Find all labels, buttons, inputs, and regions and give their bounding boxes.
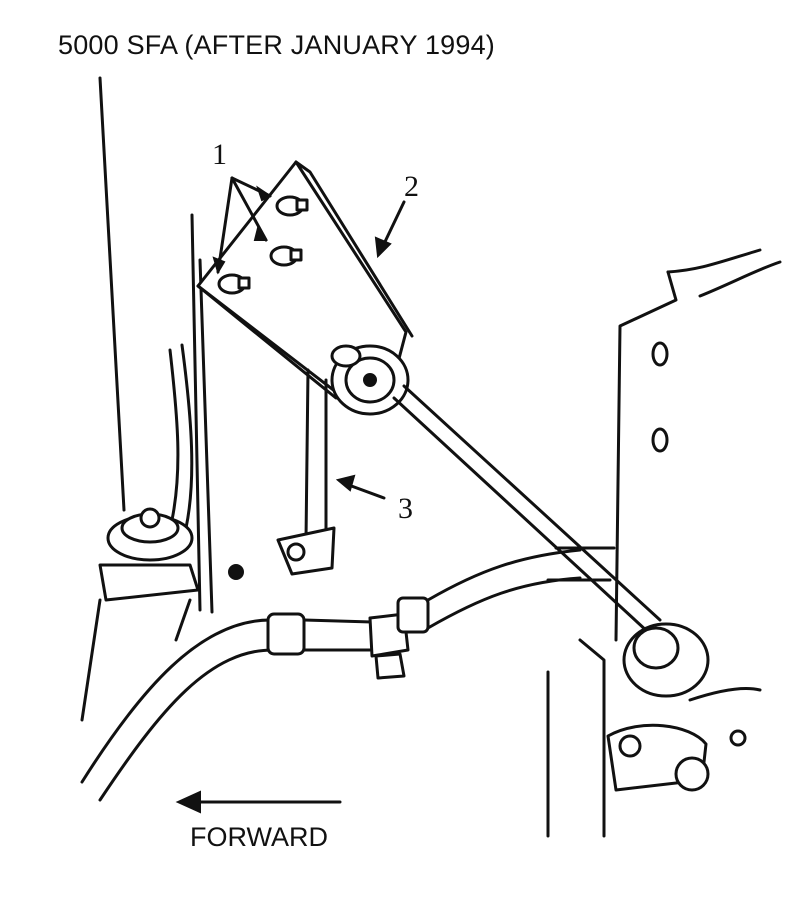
callout-2-arrow bbox=[374, 200, 406, 259]
bolts bbox=[212, 176, 309, 295]
right-frame bbox=[546, 248, 782, 838]
support-column bbox=[190, 213, 244, 614]
pivot-joint bbox=[330, 344, 410, 416]
callout-1: 1 bbox=[212, 138, 227, 171]
figure-title: 5000 SFA (AFTER JANUARY 1994) bbox=[58, 30, 495, 60]
forward-label: FORWARD bbox=[190, 822, 328, 852]
callout-3: 3 bbox=[398, 492, 413, 525]
hose-assembly bbox=[80, 548, 582, 802]
left-linkage bbox=[80, 343, 200, 722]
title-leader-line bbox=[98, 76, 126, 512]
forward-arrow bbox=[175, 790, 342, 814]
vertical-rod bbox=[276, 368, 386, 576]
bracket bbox=[196, 160, 414, 400]
bolt-upper bbox=[275, 195, 309, 217]
bolt-middle bbox=[269, 245, 303, 267]
clevis bbox=[606, 686, 762, 792]
callout-2: 2 bbox=[404, 170, 419, 203]
bolt-lower bbox=[217, 273, 251, 295]
